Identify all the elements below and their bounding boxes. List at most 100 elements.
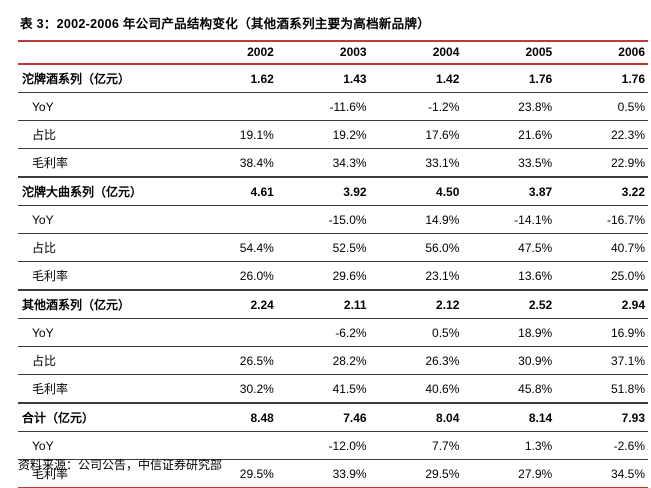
cell-value: 33.1% — [369, 148, 463, 178]
cell-value: 19.2% — [276, 120, 370, 149]
cell-value: 40.6% — [369, 374, 463, 404]
table-row: 占比 54.4% 52.5% 56.0% 47.5% 40.7% — [18, 233, 648, 262]
cell-value: 2.12 — [369, 289, 463, 319]
row-label: YoY — [18, 205, 184, 234]
cell-value: 23.8% — [462, 92, 556, 121]
cell-value: 47.5% — [462, 233, 556, 262]
table-row: YoY -6.2% 0.5% 18.9% 16.9% — [18, 318, 648, 347]
cell-value: 26.5% — [184, 346, 277, 375]
row-label: YoY — [18, 92, 184, 121]
cell-value: 4.50 — [369, 176, 463, 206]
year-column-header: 2004 — [369, 40, 463, 65]
row-label: 占比 — [18, 120, 184, 149]
year-column-header: 2006 — [555, 40, 648, 65]
cell-value: 33.9% — [276, 459, 370, 488]
row-label: 占比 — [18, 233, 184, 262]
row-label: 毛利率 — [18, 374, 184, 404]
table-row: 毛利率 38.4% 34.3% 33.1% 33.5% 22.9% — [18, 148, 648, 178]
header-row: 2002 2003 2004 2005 2006 — [18, 40, 648, 65]
product-structure-table: 2002 2003 2004 2005 2006 沱牌酒系列（亿元） 1.62 1.43 1.… — [18, 40, 648, 488]
cell-value: 29.5% — [369, 459, 463, 488]
cell-value: 17.6% — [369, 120, 463, 149]
cell-value: 22.3% — [555, 120, 648, 149]
cell-value: 1.43 — [276, 64, 370, 93]
table-row: 毛利率 26.0% 29.6% 23.1% 13.6% 25.0% — [18, 261, 648, 291]
cell-value: 28.2% — [276, 346, 370, 375]
row-label: 合计（亿元） — [18, 402, 184, 432]
table-row: 沱牌酒系列（亿元） 1.62 1.43 1.42 1.76 1.76 — [18, 64, 648, 93]
row-label: 沱牌大曲系列（亿元） — [18, 176, 184, 206]
cell-value — [184, 318, 277, 347]
cell-value: 30.9% — [462, 346, 556, 375]
year-column-header: 2002 — [184, 40, 277, 65]
cell-value: -6.2% — [276, 318, 370, 347]
table-row: YoY -12.0% 7.7% 1.3% -2.6% — [18, 431, 648, 460]
cell-value: 27.9% — [462, 459, 556, 488]
cell-value: 2.24 — [184, 289, 277, 319]
cell-value: 3.92 — [276, 176, 370, 206]
cell-value: -1.2% — [369, 92, 463, 121]
cell-value: -11.6% — [276, 92, 370, 121]
row-label: 沱牌酒系列（亿元） — [18, 64, 184, 93]
cell-value: 21.6% — [462, 120, 556, 149]
cell-value: -15.0% — [276, 205, 370, 234]
cell-value: 8.48 — [184, 402, 277, 432]
cell-value: 1.62 — [184, 64, 277, 93]
row-label: 毛利率 — [18, 148, 184, 178]
cell-value: 52.5% — [276, 233, 370, 262]
cell-value: 14.9% — [369, 205, 463, 234]
table-row: 毛利率 30.2% 41.5% 40.6% 45.8% 51.8% — [18, 374, 648, 404]
year-column-header: 2003 — [276, 40, 370, 65]
cell-value: 26.3% — [369, 346, 463, 375]
cell-value: 29.6% — [276, 261, 370, 291]
cell-value: 8.04 — [369, 402, 463, 432]
cell-value: 13.6% — [462, 261, 556, 291]
cell-value: 4.61 — [184, 176, 277, 206]
row-label: YoY — [18, 318, 184, 347]
cell-value: 26.0% — [184, 261, 277, 291]
row-label: 毛利率 — [18, 261, 184, 291]
year-column-header: 2005 — [462, 40, 556, 65]
cell-value — [184, 92, 277, 121]
cell-value: 41.5% — [276, 374, 370, 404]
cell-value: 3.22 — [555, 176, 648, 206]
table-row: 其他酒系列（亿元） 2.24 2.11 2.12 2.52 2.94 — [18, 289, 648, 319]
cell-value: -2.6% — [555, 431, 648, 460]
cell-value: 1.3% — [462, 431, 556, 460]
cell-value: 0.5% — [555, 92, 648, 121]
cell-value: 34.5% — [555, 459, 648, 488]
cell-value: 25.0% — [555, 261, 648, 291]
cell-value: 34.3% — [276, 148, 370, 178]
cell-value: 54.4% — [184, 233, 277, 262]
row-label-header — [18, 40, 184, 65]
cell-value: 0.5% — [369, 318, 463, 347]
cell-value: 7.7% — [369, 431, 463, 460]
cell-value: 51.8% — [555, 374, 648, 404]
table-row: YoY -11.6% -1.2% 23.8% 0.5% — [18, 92, 648, 121]
cell-value: 3.87 — [462, 176, 556, 206]
cell-value: 2.11 — [276, 289, 370, 319]
cell-value: 2.94 — [555, 289, 648, 319]
cell-value: 1.76 — [462, 64, 556, 93]
row-label: 占比 — [18, 346, 184, 375]
cell-value: -16.7% — [555, 205, 648, 234]
cell-value: 1.76 — [555, 64, 648, 93]
cell-value: 2.52 — [462, 289, 556, 319]
cell-value: 56.0% — [369, 233, 463, 262]
cell-value: 8.14 — [462, 402, 556, 432]
cell-value: 30.2% — [184, 374, 277, 404]
cell-value: 40.7% — [555, 233, 648, 262]
cell-value — [184, 205, 277, 234]
source-note: 资料来源：公司公告，中信证券研究部 — [18, 458, 223, 472]
table-body: 沱牌酒系列（亿元） 1.62 1.43 1.42 1.76 1.76 YoY -11.6% -1… — [18, 64, 648, 488]
row-label: YoY — [18, 431, 184, 460]
cell-value: 22.9% — [555, 148, 648, 178]
table-row: 沱牌大曲系列（亿元） 4.61 3.92 4.50 3.87 3.22 — [18, 176, 648, 206]
cell-value: 7.46 — [276, 402, 370, 432]
table-row: 占比 19.1% 19.2% 17.6% 21.6% 22.3% — [18, 120, 648, 149]
cell-value: 7.93 — [555, 402, 648, 432]
cell-value: 45.8% — [462, 374, 556, 404]
cell-value: 16.9% — [555, 318, 648, 347]
table-row: YoY -15.0% 14.9% -14.1% -16.7% — [18, 205, 648, 234]
cell-value: -12.0% — [276, 431, 370, 460]
